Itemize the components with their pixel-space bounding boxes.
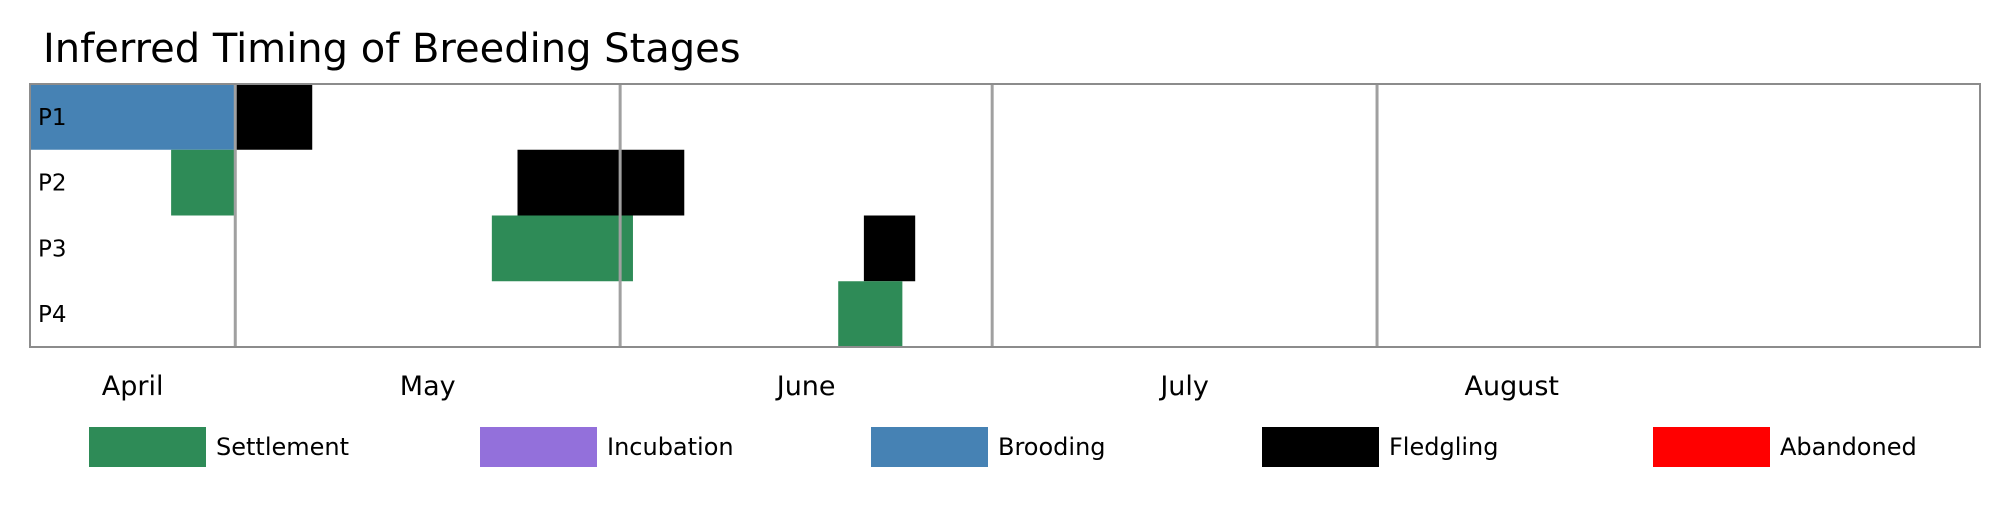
row-label-p2: P2: [38, 171, 67, 197]
legend-item-fledgling: Fledgling: [1262, 427, 1499, 467]
legend: Settlement Incubation Brooding Fledgling Aba…: [89, 427, 1917, 467]
legend-label-fledgling: Fledgling: [1389, 433, 1499, 461]
plot-background: [30, 84, 1980, 347]
legend-swatch-fledgling: [1262, 427, 1379, 467]
legend-label-brooding: Brooding: [998, 433, 1106, 461]
bar-p3-settlement: [491, 215, 633, 282]
plot-border: [29, 83, 1981, 348]
plot-area: P1 P2 P3 P4 April May June July August: [29, 83, 1981, 402]
month-label-june: June: [775, 371, 836, 402]
chart-title: Inferred Timing of Breeding Stages: [43, 26, 741, 72]
legend-item-incubation: Incubation: [480, 427, 734, 467]
legend-item-settlement: Settlement: [89, 427, 349, 467]
month-label-july: July: [1158, 371, 1209, 402]
legend-label-settlement: Settlement: [216, 433, 349, 461]
month-label-april: April: [102, 371, 164, 402]
bar-p4-settlement: [838, 281, 903, 347]
bar-p2-fledgling: [517, 149, 685, 216]
legend-swatch-incubation: [480, 427, 597, 467]
legend-item-brooding: Brooding: [871, 427, 1106, 467]
legend-swatch-brooding: [871, 427, 988, 467]
row-label-p1: P1: [38, 105, 67, 131]
bar-p1-brooding: [30, 84, 236, 150]
row-label-p3: P3: [38, 236, 67, 262]
bar-p1-fledgling: [235, 84, 313, 150]
legend-swatch-settlement: [89, 427, 206, 467]
row-label-p4: P4: [38, 302, 67, 328]
legend-swatch-abandoned: [1653, 427, 1770, 467]
legend-label-abandoned: Abandoned: [1780, 433, 1917, 461]
month-label-may: May: [400, 371, 456, 402]
month-label-august: August: [1464, 371, 1559, 402]
legend-item-abandoned: Abandoned: [1653, 427, 1917, 467]
bar-p3-fledgling: [863, 215, 916, 282]
legend-label-incubation: Incubation: [607, 433, 734, 461]
bar-p2-settlement: [171, 149, 236, 216]
